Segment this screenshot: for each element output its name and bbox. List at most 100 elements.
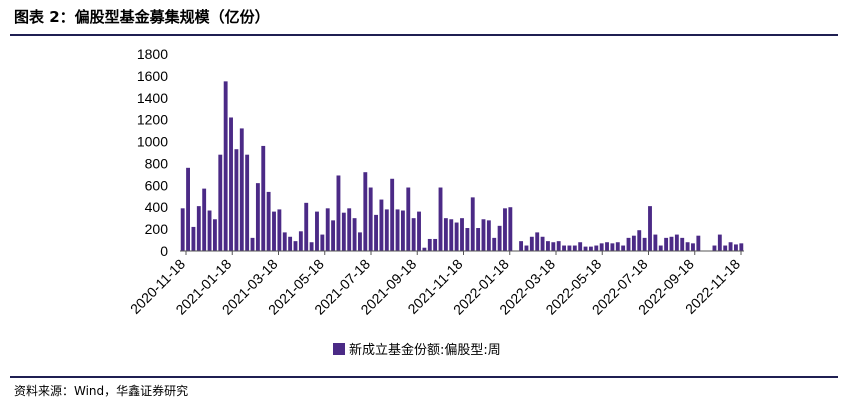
bar: [648, 206, 652, 251]
y-tick-label: 1800: [137, 46, 168, 62]
bar: [277, 209, 282, 251]
bar: [309, 242, 314, 251]
bar: [642, 237, 647, 251]
bar: [443, 218, 448, 251]
bar: [180, 208, 185, 251]
y-tick-label: 1400: [137, 90, 168, 106]
bar: [400, 210, 405, 251]
bar: [384, 209, 389, 251]
bar: [374, 214, 378, 251]
legend-swatch: [333, 343, 345, 355]
bar: [293, 241, 298, 251]
bar: [363, 172, 368, 251]
bar: [540, 236, 545, 251]
bar: [352, 218, 357, 251]
bar: [556, 241, 561, 251]
bar: [712, 245, 717, 251]
bar: [680, 237, 685, 251]
bar: [212, 219, 217, 251]
y-tick-label: 1200: [137, 112, 168, 128]
bar: [551, 242, 556, 251]
top-rule: [10, 34, 838, 36]
bar: [734, 244, 738, 251]
bar: [717, 234, 722, 251]
bar: [476, 228, 481, 251]
bar: [546, 241, 550, 251]
bar: [653, 234, 658, 251]
bar: [562, 245, 566, 251]
bar: [739, 243, 744, 251]
y-axis: 0 200 400 600 800 1000 1200 1400 1600 1800: [137, 46, 168, 259]
bar: [610, 243, 615, 251]
bar: [723, 245, 728, 251]
bar: [422, 247, 427, 251]
bar: [691, 243, 695, 251]
bar: [331, 220, 336, 251]
bar: [245, 154, 250, 251]
bar: [304, 202, 309, 251]
bar: [674, 234, 679, 251]
bar: [196, 206, 201, 251]
bar-series: [180, 81, 744, 251]
y-tick-label: 400: [145, 199, 169, 215]
bar: [529, 236, 534, 251]
bar: [395, 209, 400, 251]
bar: [728, 242, 733, 251]
bar: [433, 238, 438, 251]
bar: [631, 235, 636, 251]
bar: [411, 218, 416, 251]
bottom-rule: [10, 376, 838, 378]
bar: [229, 117, 233, 251]
bar: [223, 81, 228, 251]
bar: [341, 212, 346, 251]
bar: [685, 242, 690, 251]
bar: [605, 242, 609, 251]
bar: [567, 245, 572, 251]
bar: [191, 226, 196, 251]
bar: [599, 243, 604, 251]
bar: [615, 242, 620, 251]
bar: [261, 145, 266, 251]
y-tick-label: 600: [145, 177, 169, 193]
bar: [282, 232, 287, 251]
bar: [508, 207, 513, 251]
bar: [492, 237, 497, 251]
bar: [664, 237, 669, 251]
x-axis: 2020-11-182021-01-182021-03-182021-05-18…: [127, 251, 743, 318]
bar: [186, 167, 190, 251]
bar: [572, 245, 577, 251]
bar: [368, 187, 373, 251]
bar: [255, 183, 260, 251]
bar: [390, 178, 395, 251]
bar: [594, 245, 599, 251]
bar: [578, 242, 583, 251]
bar: [524, 245, 529, 251]
bar: [497, 225, 502, 251]
bar: [325, 208, 330, 251]
bar: [696, 235, 701, 251]
bar: [658, 245, 663, 251]
bar: [454, 222, 459, 251]
bar: [417, 211, 421, 251]
bar: [272, 211, 276, 251]
bar: [288, 236, 293, 251]
bar: [202, 188, 207, 251]
bar: [583, 246, 588, 251]
bar: [481, 219, 486, 251]
bar: [320, 234, 325, 251]
bar: [519, 241, 524, 251]
bar: [460, 218, 464, 251]
bar: [535, 232, 540, 251]
legend: 新成立基金份额:偏股型:周: [333, 342, 501, 358]
bar: [449, 219, 454, 251]
figure-title: 图表 2：偏股型基金募集规模（亿份）: [14, 8, 270, 26]
bar: [347, 208, 352, 251]
bar: [438, 187, 443, 251]
y-tick-label: 800: [145, 155, 169, 171]
bar: [637, 230, 642, 251]
bar: [588, 246, 593, 251]
bar: [250, 237, 255, 251]
bar: [406, 187, 411, 251]
y-tick-label: 1000: [137, 134, 168, 150]
